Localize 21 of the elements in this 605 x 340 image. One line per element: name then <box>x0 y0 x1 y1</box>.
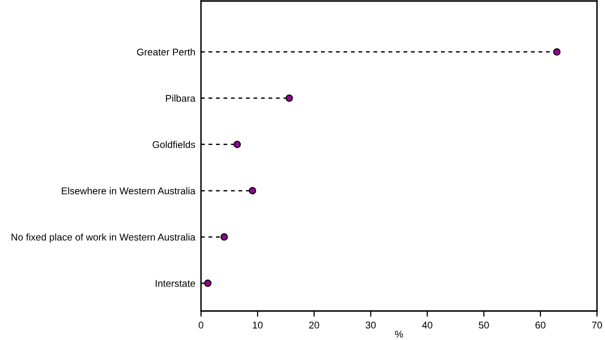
point <box>248 187 256 194</box>
x-tick-label: 0 <box>198 322 204 329</box>
x-tick-label: 70 <box>592 322 602 329</box>
y-tick-label: Goldfields <box>152 140 196 148</box>
point <box>553 48 561 56</box>
x-tick-label: 30 <box>366 322 376 329</box>
y-tick-label: No fixed place of work in Western Australia <box>12 233 196 243</box>
point <box>234 140 241 148</box>
point <box>204 280 212 287</box>
x-tick-label: 40 <box>422 322 432 329</box>
point <box>286 94 293 102</box>
y-tick-label: Greater Perth <box>137 48 195 56</box>
y-tick-label: Pilbara <box>166 94 196 102</box>
x-tick-label: 50 <box>478 322 489 329</box>
y-tick-label: Elsewhere in Western Australia <box>62 187 196 194</box>
x-axis-title: % <box>395 330 403 338</box>
point <box>220 233 228 241</box>
x-tick-label: 20 <box>309 322 320 329</box>
y-tick-label: Interstate <box>156 280 196 287</box>
x-tick-label: 60 <box>536 322 546 329</box>
x-tick-label: 10 <box>252 322 263 329</box>
